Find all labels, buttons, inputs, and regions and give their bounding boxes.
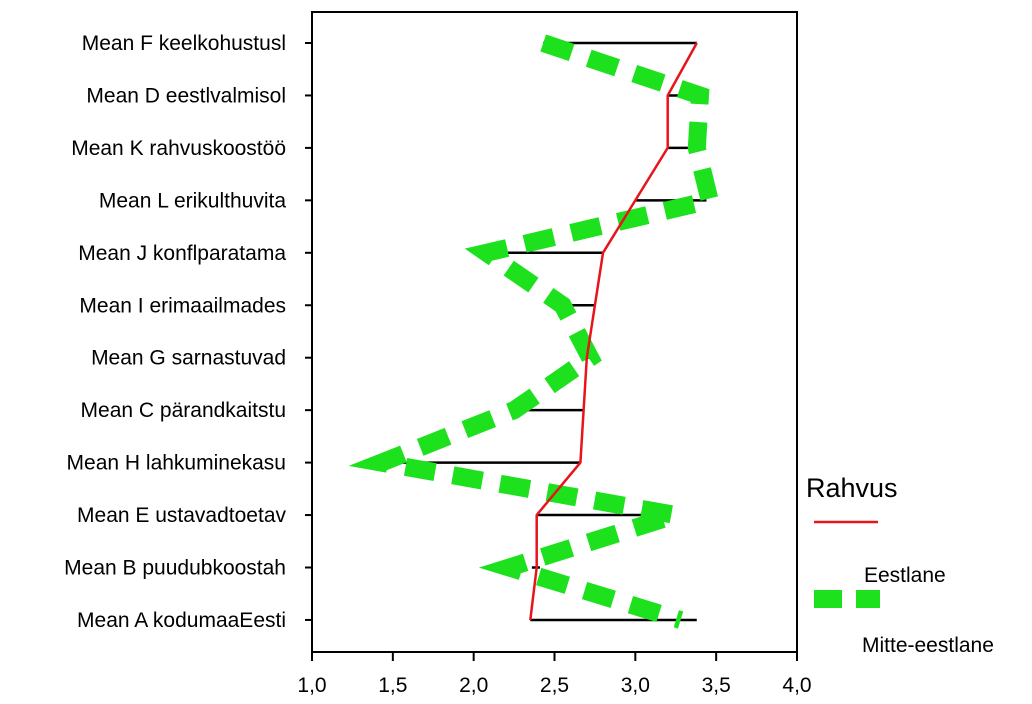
category-label-mean-j-konflparatama: Mean J konflparatama (78, 242, 286, 265)
x-tick-label-2: 2,0 (459, 674, 488, 697)
legend-title: Rahvus (806, 473, 898, 503)
x-tick-label-3: 2,5 (540, 674, 569, 697)
x-tick-label-1: 1,5 (378, 674, 407, 697)
series-line-mitte-eestlane (348, 34, 721, 629)
category-label-mean-h-lahkuminekasu: Mean H lahkuminekasu (67, 452, 286, 475)
x-axis: 1,0 1,5 2,0 2,5 3,0 3,5 4,0 (297, 652, 812, 697)
category-label-mean-l-erikulthuvita: Mean L erikulthuvita (99, 189, 286, 212)
category-label-mean-e-ustavadtoetav: Mean E ustavadtoetav (77, 504, 286, 527)
category-label-mean-a-kodumaaeesti: Mean A kodumaaEesti (77, 609, 286, 632)
category-label-mean-c-parandkaitstu: Mean C pärandkaitstu (81, 399, 286, 422)
category-label-mean-k-rahvuskoostoo: Mean K rahvuskoostöö (71, 137, 286, 160)
x-tick-label-5: 3,5 (702, 674, 731, 697)
category-axis: Mean F keelkohustusl Mean D eestlvalmisol… (64, 32, 312, 632)
legend: Rahvus Eestlane Mitte-eestlane (806, 473, 994, 657)
series-line-eestlane (529, 42, 698, 621)
category-label-mean-i-erimaailmades: Mean I erimaailmades (79, 294, 286, 317)
series-lines (348, 34, 721, 629)
x-tick-label-4: 3,0 (621, 674, 650, 697)
category-label-mean-g-sarnastuvad: Mean G sarnastuvad (91, 347, 286, 370)
x-tick-label-0: 1,0 (297, 674, 326, 697)
category-label-mean-f-keelkohustusl: Mean F keelkohustusl (82, 32, 286, 55)
x-tick-label-6: 4,0 (782, 674, 811, 697)
category-label-mean-b-puudubkoostah: Mean B puudubkoostah (64, 557, 286, 580)
category-label-mean-d-eestlvalmisol: Mean D eestlvalmisol (86, 84, 286, 107)
legend-label-eestlane: Eestlane (864, 564, 946, 587)
legend-label-mitte-eestlane: Mitte-eestlane (862, 634, 994, 657)
